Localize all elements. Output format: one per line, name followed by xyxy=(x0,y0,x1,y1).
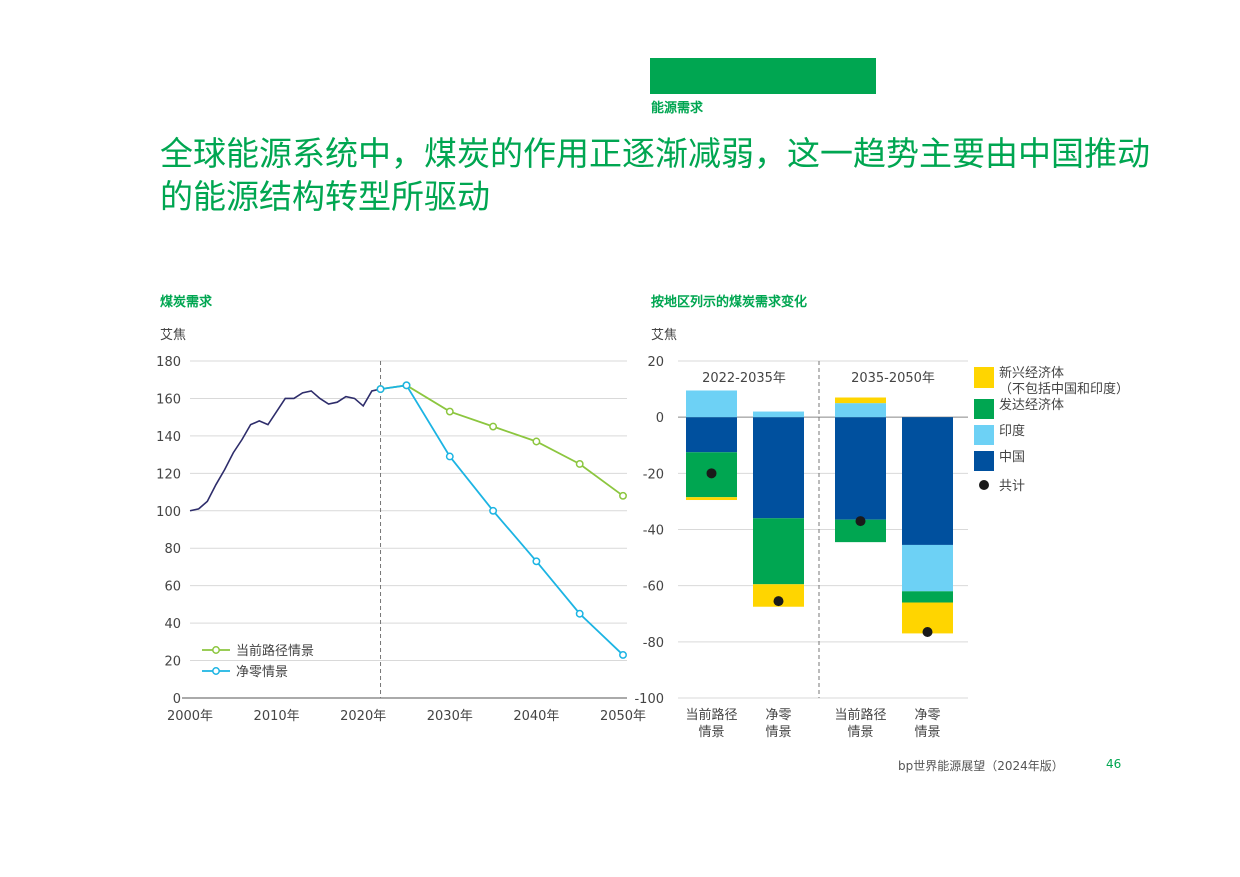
current-path-point xyxy=(619,491,627,500)
legend-label-net-zero: 净零情景 xyxy=(236,665,288,680)
x-tick-label: 2050年 xyxy=(600,709,646,724)
category-label: 净零 xyxy=(914,708,940,723)
bar-segment-developed xyxy=(835,519,886,543)
legend-swatch-developed xyxy=(974,399,994,419)
current-path-point xyxy=(575,460,584,468)
legend-label-emerging-note: （不包括中国和印度） xyxy=(999,381,1129,397)
y-tick-label: -60 xyxy=(643,580,664,595)
bar-segment-china xyxy=(753,417,804,519)
bar-segment-developed xyxy=(753,518,804,585)
net-zero-point xyxy=(532,557,541,566)
y-tick-label: 120 xyxy=(156,467,181,482)
total-marker xyxy=(773,596,784,607)
bar-segment-emerging xyxy=(686,497,737,501)
net-zero-point xyxy=(575,609,584,618)
legend-swatch-emerging xyxy=(974,367,994,388)
history-line xyxy=(189,388,381,512)
category-label: 情景 xyxy=(847,725,873,740)
bar-segment-china xyxy=(835,417,886,520)
bar-segment-china xyxy=(686,417,737,453)
current-path-point xyxy=(489,422,498,431)
y-tick-label: 140 xyxy=(156,430,181,445)
y-tick-label: 40 xyxy=(164,617,181,632)
bar-segment-india xyxy=(902,544,953,592)
x-tick-label: 2030年 xyxy=(427,709,473,724)
legend-label-total: 共计 xyxy=(999,479,1025,494)
y-tick-label: -100 xyxy=(634,692,664,707)
page-number: 46 xyxy=(1106,757,1122,771)
legend-label-developed: 发达经济体 xyxy=(999,397,1064,413)
y-tick-label: 20 xyxy=(647,355,664,370)
y-tick-label: 60 xyxy=(164,580,181,595)
category-label: 情景 xyxy=(698,725,724,740)
bar-chart-title: 按地区列示的煤炭需求变化 xyxy=(651,295,808,310)
y-tick-label: 180 xyxy=(156,355,181,370)
legend-swatch-total xyxy=(979,480,989,490)
line-chart-unit: 艾焦 xyxy=(160,328,187,343)
y-tick-label: -80 xyxy=(643,636,664,651)
x-tick-label: 2020年 xyxy=(340,709,386,724)
legend-label-china: 中国 xyxy=(999,450,1025,465)
bar-segment-emerging xyxy=(753,584,804,607)
total-marker xyxy=(855,516,866,527)
line-chart-title: 煤炭需求 xyxy=(160,295,213,310)
category-label: 情景 xyxy=(765,725,791,740)
period-label: 2022-2035年 xyxy=(702,371,786,386)
bar-segment-india xyxy=(835,403,886,418)
x-tick-label: 2010年 xyxy=(254,709,300,724)
y-tick-label: -20 xyxy=(643,467,664,482)
legend-swatch-india xyxy=(974,425,994,445)
legend-label-current-path: 当前路径情景 xyxy=(236,643,314,659)
legend-label-emerging: 新兴经济体 xyxy=(999,365,1064,381)
current-path-point xyxy=(532,437,541,446)
bar-segment-india xyxy=(686,390,737,418)
bar-segment-developed xyxy=(902,591,953,603)
section-label: 能源需求 xyxy=(651,101,704,116)
bar-segment-china xyxy=(902,417,953,545)
category-label: 净零 xyxy=(765,708,791,723)
total-marker xyxy=(922,627,933,638)
bar-segment-emerging xyxy=(835,397,886,404)
category-label: 当前路径 xyxy=(834,707,886,723)
y-tick-label: 80 xyxy=(164,542,181,557)
y-tick-label: 0 xyxy=(656,411,664,426)
net-zero-point xyxy=(445,452,454,461)
period-label: 2035-2050年 xyxy=(851,371,935,386)
category-label: 情景 xyxy=(914,725,940,740)
category-label: 当前路径 xyxy=(685,707,737,723)
bar-chart-unit: 艾焦 xyxy=(651,328,678,343)
current-path-point xyxy=(445,407,454,416)
net-zero-point xyxy=(402,381,411,390)
page-title: 全球能源系统中，煤炭的作用正逐渐减弱，这一趋势主要由中国推动的能源结构转型所驱动 xyxy=(160,134,1150,216)
bar-segment-india xyxy=(753,411,804,418)
y-tick-label: -40 xyxy=(643,524,664,539)
net-zero-point xyxy=(376,385,385,394)
net-zero-point xyxy=(619,650,627,659)
total-marker xyxy=(706,468,717,479)
legend-label-india: 印度 xyxy=(999,423,1025,439)
legend-marker-net-zero xyxy=(212,667,220,675)
section-color-bar xyxy=(650,58,876,94)
legend-swatch-china xyxy=(974,451,994,471)
legend-marker-current-path xyxy=(212,646,220,654)
y-tick-label: 160 xyxy=(156,392,181,407)
y-tick-label: 0 xyxy=(173,692,181,707)
y-tick-label: 100 xyxy=(156,505,181,520)
net-zero-point xyxy=(489,506,498,515)
x-tick-label: 2040年 xyxy=(513,709,559,724)
footer-source: bp世界能源展望（2024年版） xyxy=(898,759,1064,773)
x-tick-label: 2000年 xyxy=(167,709,213,724)
y-tick-label: 20 xyxy=(164,655,181,670)
